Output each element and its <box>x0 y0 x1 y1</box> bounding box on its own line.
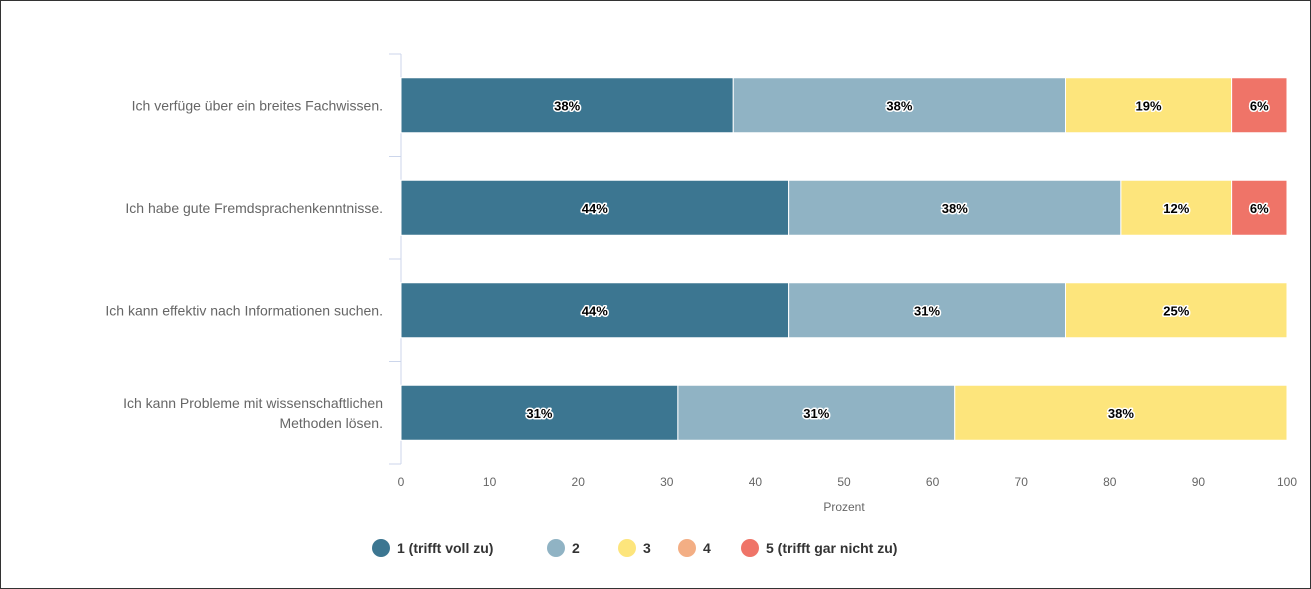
legend-label: 2 <box>572 540 580 556</box>
x-tick-label: 60 <box>926 475 940 489</box>
legend-marker <box>678 539 696 557</box>
legend-label: 5 (trifft gar nicht zu) <box>766 540 897 556</box>
x-tick-label: 80 <box>1103 475 1117 489</box>
category-label: Ich habe gute Fremdsprachenkenntnisse. <box>125 200 383 216</box>
bar-segment <box>400 282 790 339</box>
bar-segment <box>1065 77 1233 134</box>
data-label: 31% <box>803 406 829 421</box>
data-label: 38% <box>942 201 968 216</box>
data-label: 12% <box>1163 201 1189 216</box>
legend-marker <box>741 539 759 557</box>
legend-label: 3 <box>643 540 651 556</box>
data-label: 6% <box>1250 98 1269 113</box>
bar-segment <box>788 282 1066 339</box>
data-label: 38% <box>886 98 912 113</box>
category-label: Ich kann effektiv nach Informationen suc… <box>105 302 383 318</box>
x-tick-label: 40 <box>749 475 763 489</box>
data-label: 44% <box>582 201 608 216</box>
x-tick-label: 10 <box>483 475 497 489</box>
data-label: 31% <box>526 406 552 421</box>
bar-segment <box>954 384 1288 441</box>
x-tick-label: 50 <box>837 475 851 489</box>
data-label: 44% <box>582 303 608 318</box>
x-tick-label: 100 <box>1277 475 1297 489</box>
bar-segment <box>400 179 790 236</box>
x-tick-label: 30 <box>660 475 674 489</box>
data-label: 38% <box>1108 406 1134 421</box>
category-label: Ich kann Probleme mit wissenschaftlichen <box>123 395 383 411</box>
bar-segment <box>1231 179 1288 236</box>
x-axis-title: Prozent <box>823 500 865 514</box>
x-tick-label: 70 <box>1015 475 1029 489</box>
category-label: Methoden lösen. <box>279 415 383 431</box>
data-label: 38% <box>554 98 580 113</box>
x-tick-label: 20 <box>572 475 586 489</box>
bar-segment <box>1231 77 1288 134</box>
bar-segment <box>788 179 1122 236</box>
x-tick-label: 0 <box>398 475 405 489</box>
data-label: 6% <box>1250 201 1269 216</box>
x-tick-label: 90 <box>1192 475 1206 489</box>
data-label: 25% <box>1163 303 1189 318</box>
data-label: 31% <box>914 303 940 318</box>
data-label: 19% <box>1136 98 1162 113</box>
category-label: Ich verfüge über ein breites Fachwissen. <box>132 97 383 113</box>
bar-segment <box>1065 282 1288 339</box>
legend-marker <box>618 539 636 557</box>
legend-label: 1 (trifft voll zu) <box>397 540 493 556</box>
bar-segment <box>1120 179 1233 236</box>
bar-segment <box>400 384 679 441</box>
bar-segment <box>677 384 956 441</box>
legend-marker <box>372 539 390 557</box>
legend-label: 4 <box>703 540 711 556</box>
legend-marker <box>547 539 565 557</box>
